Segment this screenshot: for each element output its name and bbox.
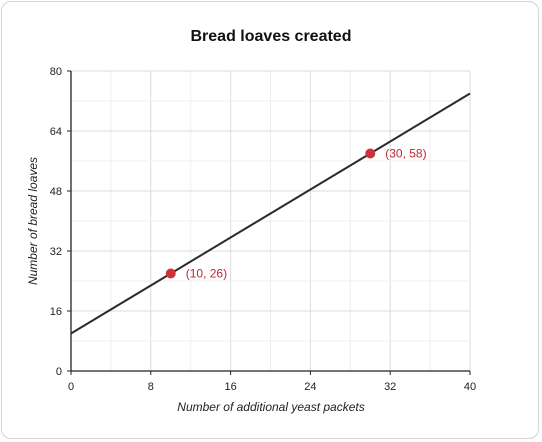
data-point (165, 268, 176, 279)
data-point (365, 148, 376, 159)
y-tick-label: 80 (50, 66, 62, 78)
x-tick-label: 32 (384, 381, 396, 393)
x-tick-label: 0 (68, 381, 74, 393)
y-tick-label: 0 (56, 366, 62, 378)
tick-labels: 0 8 16 24 32 40 0 16 32 48 64 80 (50, 66, 476, 393)
x-tick-label: 16 (224, 381, 236, 393)
y-tick-label: 48 (50, 186, 62, 198)
x-axis-label: Number of additional yeast packets (177, 400, 364, 414)
data-point-label: (10, 26) (186, 267, 227, 281)
x-tick-label: 24 (304, 381, 316, 393)
y-tick-label: 64 (50, 126, 62, 138)
x-tick-label: 40 (464, 381, 476, 393)
trend-line (70, 92, 471, 335)
series: (10, 26) (30, 58) (70, 92, 471, 335)
y-tick-label: 32 (50, 246, 62, 258)
chart-title: Bread loaves created (191, 28, 352, 45)
y-axis-label: Number of bread loaves (26, 157, 40, 285)
x-tick-label: 8 (148, 381, 154, 393)
data-point-label: (30, 58) (385, 147, 426, 161)
y-tick-label: 16 (50, 306, 62, 318)
axes (70, 71, 470, 372)
grid (71, 70, 471, 371)
